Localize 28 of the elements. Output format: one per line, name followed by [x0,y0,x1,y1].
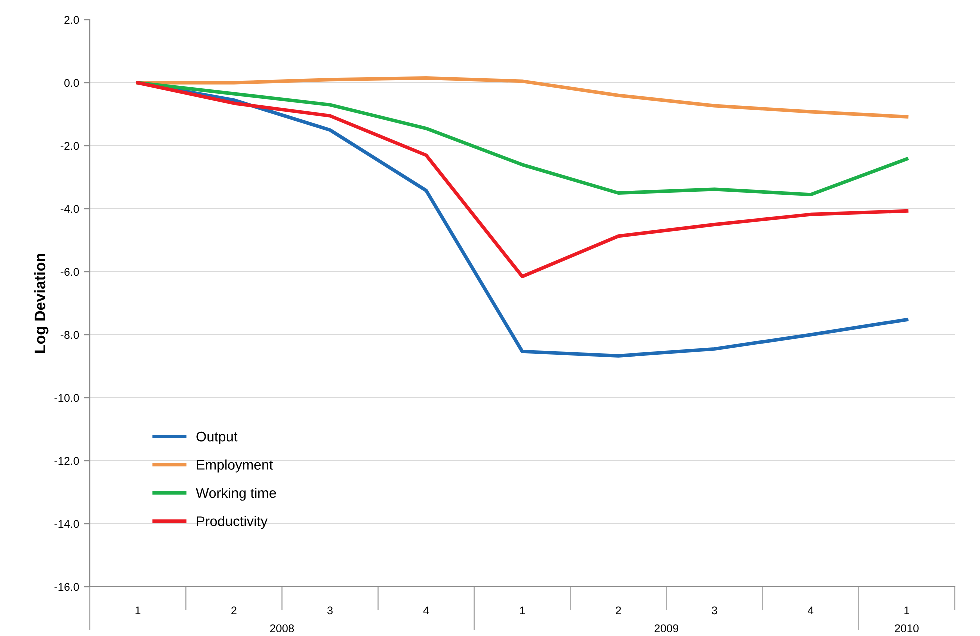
x-tick-label: 1 [520,606,526,614]
y-tick-label: 2.0 [64,16,80,24]
y-tick-label: -10.0 [54,394,80,402]
y-tick-label: -4.0 [60,205,80,214]
text: 2009 [654,624,678,633]
x-tick-label: 1 [904,606,910,614]
legend-label: Productivity [197,516,268,530]
x-tick-label: 2 [232,606,237,614]
y-tick-label: -8.0 [60,331,80,340]
y-tick-label: -2.0 [60,142,80,150]
x-tick-label: 2 [616,606,622,614]
text: 2008 [270,624,294,633]
line-series [136,81,909,278]
y-axis-title: Log Deviation [34,254,49,353]
text: 2010 [895,624,919,633]
x-tick-label: 3 [328,606,333,615]
x-tick-label: 4 [424,606,430,614]
legend-label: Output [196,432,238,444]
x-tick-label: 4 [808,606,814,614]
y-tick-label: -12.0 [54,457,80,466]
y-tick-label: -16.0 [54,583,80,592]
legend-label: Working time [196,488,276,501]
legend-label: Employment [197,460,274,473]
y-tick-label: -14.0 [54,520,80,528]
y-tick-label: 0.0 [64,79,80,88]
x-tick-label: 3 [712,606,718,615]
x-tick-label: 1 [136,606,141,614]
y-tick-label: -6.0 [60,268,80,276]
